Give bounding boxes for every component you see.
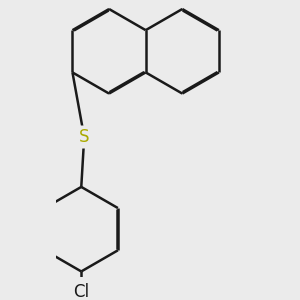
Text: Cl: Cl [73,283,89,300]
Text: S: S [79,128,89,146]
